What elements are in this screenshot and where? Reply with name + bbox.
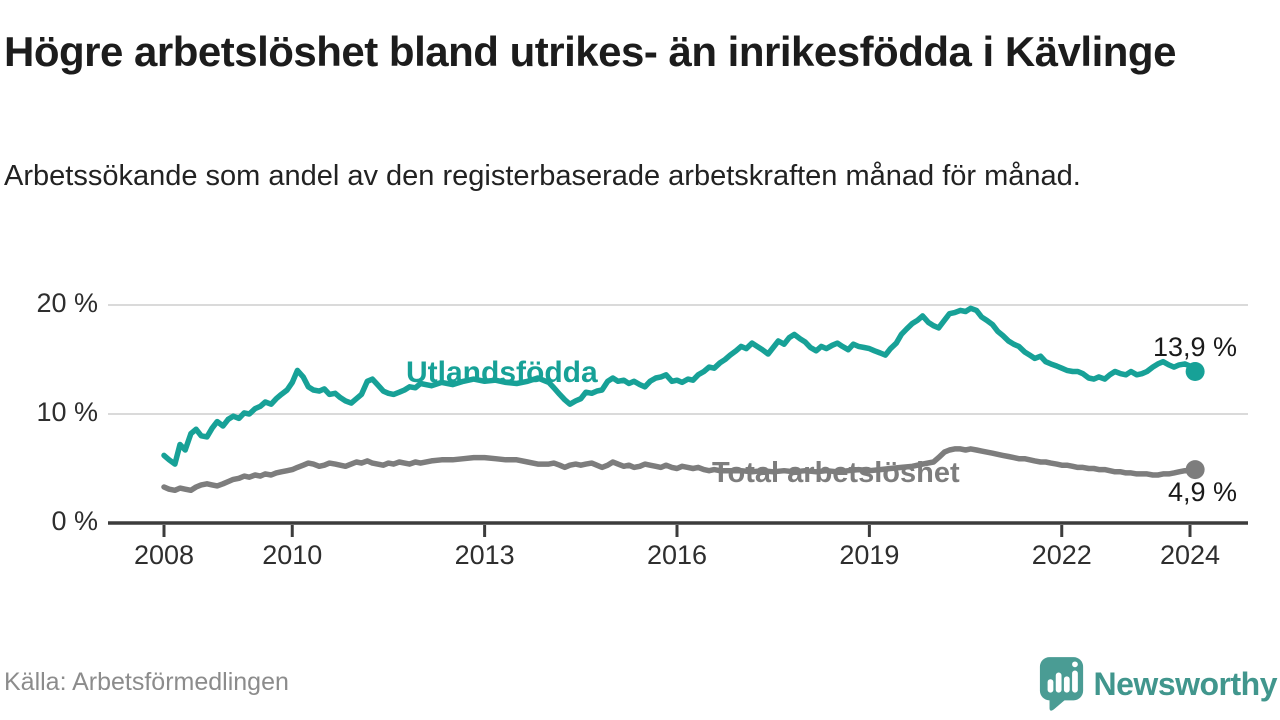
y-tick-label: 10 % xyxy=(36,397,98,427)
x-tick-label: 2013 xyxy=(454,540,515,570)
series-line-utlandsfodda xyxy=(161,305,1198,467)
newsworthy-wordmark: Newsworthy xyxy=(1093,665,1278,702)
series-endpoint-dot-utlandsfodda xyxy=(1185,361,1205,381)
series-line-total xyxy=(161,446,1198,494)
y-tick-label: 20 % xyxy=(36,288,98,318)
series-endpoint-dot-total xyxy=(1185,460,1205,480)
x-tick-label: 2019 xyxy=(839,540,900,570)
x-tick-label: 2010 xyxy=(262,540,323,570)
page-title: Högre arbetslöshet bland utrikes- än inr… xyxy=(4,28,1176,75)
newsworthy-bubble-icon xyxy=(1039,657,1083,711)
series-label-utlandsfodda: Utlandsfödda xyxy=(406,356,598,389)
end-value-total: 4,9 % xyxy=(1167,477,1237,507)
x-tick-label: 2016 xyxy=(646,540,708,570)
series-label-total-arbetsloshet: Total arbetslöshet xyxy=(712,457,960,489)
x-tick-label: 2022 xyxy=(1031,540,1092,570)
end-value-utlandsfodda: 13,9 % xyxy=(1152,332,1237,362)
x-tick-label: 2008 xyxy=(133,540,195,570)
y-tick-label: 0 % xyxy=(51,506,98,536)
chart-subtitle: Arbetssökande som andel av den registerb… xyxy=(4,160,1081,192)
x-tick-label: 2024 xyxy=(1159,540,1221,570)
newsworthy-logo: Newsworthy xyxy=(1038,655,1278,713)
source-caption: Källa: Arbetsförmedlingen xyxy=(4,668,289,696)
